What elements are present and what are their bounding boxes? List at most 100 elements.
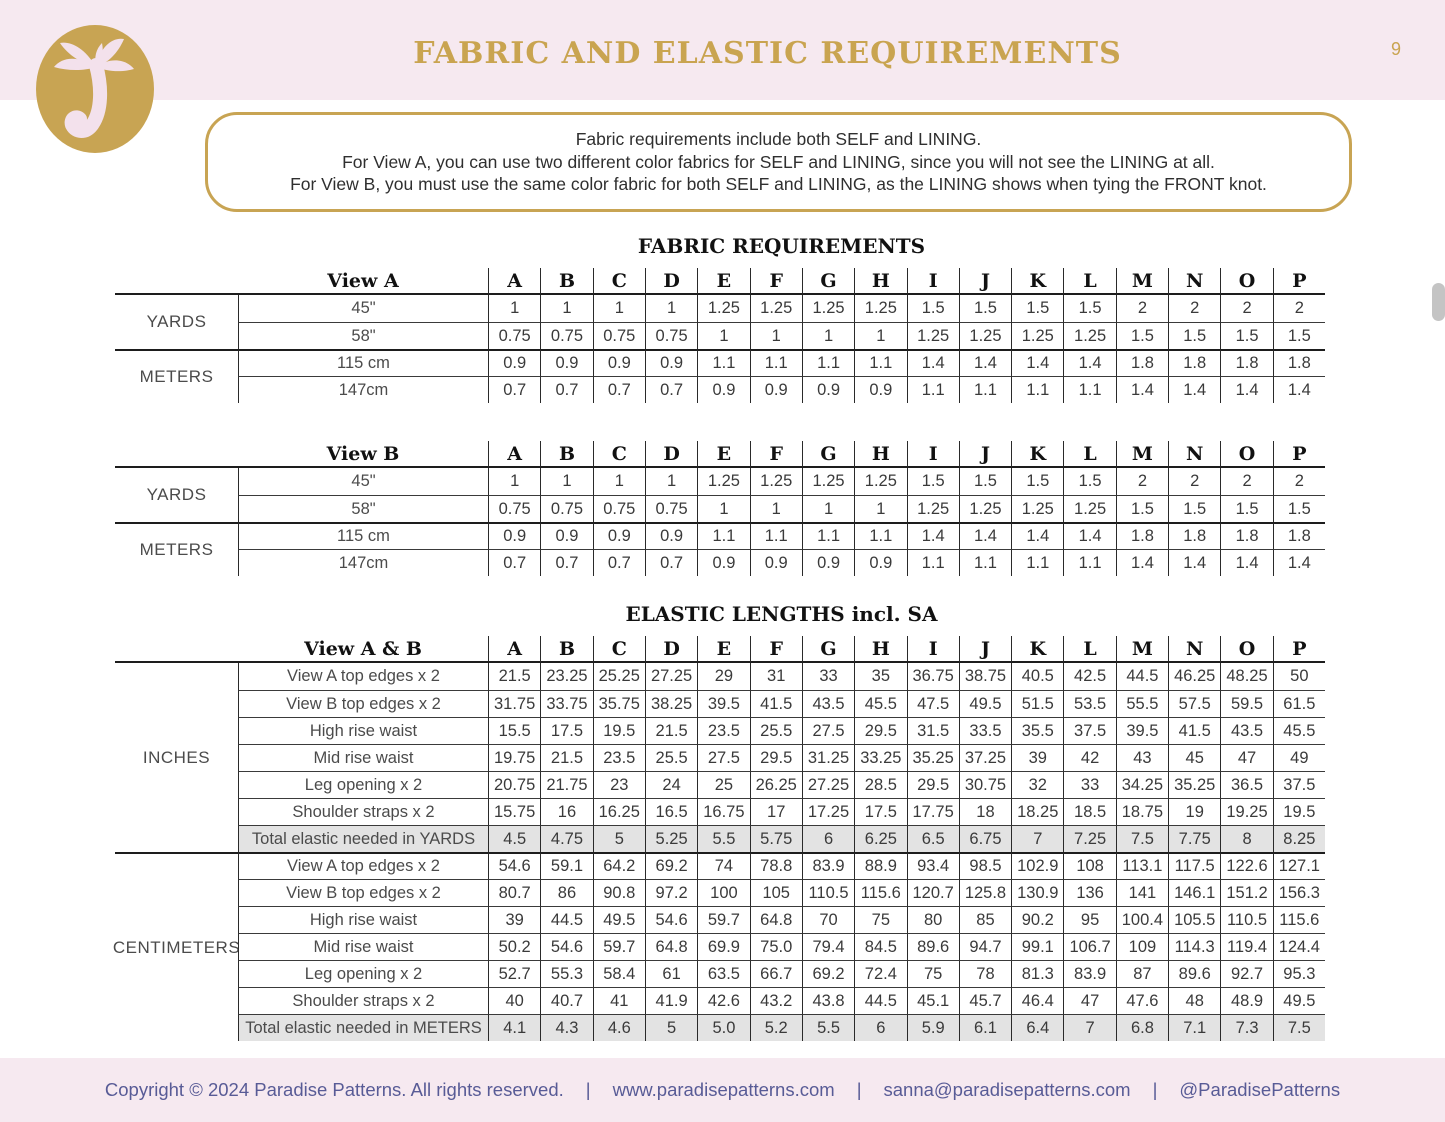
value-cell: 45.5	[854, 690, 907, 717]
value-cell: 64.2	[592, 852, 645, 879]
value-cell: 37.5	[1272, 771, 1325, 798]
size-column-header: N	[1168, 268, 1221, 295]
value-cell: 43.2	[749, 987, 802, 1014]
value-cell: 1.1	[697, 522, 750, 549]
value-cell: 5.9	[906, 1014, 959, 1041]
value-cell: 18	[958, 798, 1012, 825]
value-cell: 58.4	[592, 960, 645, 987]
value-cell: 0.9	[644, 522, 698, 549]
value-cell: 0.75	[644, 495, 698, 522]
callout-line: Fabric requirements include both SELF an…	[575, 129, 982, 150]
value-cell: 1	[801, 495, 855, 522]
value-cell: 28.5	[854, 771, 907, 798]
value-cell: 43.8	[801, 987, 855, 1014]
unit-group-label: METERS	[115, 522, 238, 576]
value-cell: 70	[801, 906, 855, 933]
value-cell: 19.5	[592, 717, 645, 744]
value-cell: 1.5	[1220, 322, 1273, 349]
value-cell: 1.4	[1063, 349, 1116, 376]
value-cell: 130.9	[1011, 879, 1064, 906]
value-cell: 1.4	[1272, 549, 1325, 576]
fabric-requirements-heading: FABRIC REQUIREMENTS	[637, 234, 926, 258]
value-cell: 1.1	[906, 549, 959, 576]
value-cell: 1	[801, 322, 855, 349]
value-cell: 1.1	[801, 349, 855, 376]
value-cell: 1.1	[958, 549, 1012, 576]
value-cell: 41	[592, 987, 645, 1014]
value-cell: 7.3	[1220, 1014, 1273, 1041]
value-cell: 16.5	[644, 798, 698, 825]
email-link[interactable]: sanna@paradisepatterns.com	[883, 1079, 1131, 1100]
row-label: 45"	[238, 468, 488, 495]
value-cell: 33.75	[540, 690, 593, 717]
table-corner	[115, 441, 238, 468]
value-cell: 0.7	[488, 549, 541, 576]
value-cell: 90.2	[1011, 906, 1064, 933]
value-cell: 0.9	[592, 522, 645, 549]
size-column-header: P	[1272, 636, 1325, 663]
value-cell: 47	[1220, 744, 1273, 771]
size-column-header: G	[801, 636, 855, 663]
value-cell: 1.5	[1115, 495, 1169, 522]
value-cell: 48.25	[1220, 663, 1272, 690]
value-cell: 1.5	[1220, 495, 1273, 522]
value-cell: 48.9	[1220, 987, 1273, 1014]
value-cell: 52.7	[488, 960, 541, 987]
value-cell: 1	[644, 295, 697, 322]
row-label: Mid rise waist	[238, 933, 488, 960]
value-cell: 0.7	[488, 376, 541, 403]
value-cell: 1.1	[1011, 549, 1064, 576]
scrollbar-thumb[interactable]	[1432, 283, 1445, 321]
value-cell: 5	[592, 825, 645, 852]
footer-separator: |	[585, 1079, 591, 1100]
value-cell: 17	[749, 798, 802, 825]
footer-separator: |	[1152, 1079, 1158, 1100]
row-label: Shoulder straps x 2	[238, 987, 488, 1014]
value-cell: 1.25	[697, 468, 749, 495]
value-cell: 66.7	[749, 960, 802, 987]
value-cell: 0.9	[488, 349, 541, 376]
unit-group-label: INCHES	[142, 747, 211, 767]
value-cell: 20.75	[488, 771, 541, 798]
size-column-header: A	[488, 636, 541, 663]
size-column-header: A	[488, 441, 541, 468]
value-cell: 1	[488, 468, 540, 495]
value-cell: 57.5	[1168, 690, 1221, 717]
size-column-header: L	[1063, 268, 1116, 295]
value-cell: 1.25	[749, 468, 802, 495]
value-cell: 50.2	[488, 933, 541, 960]
website-link[interactable]: www.paradisepatterns.com	[612, 1079, 835, 1100]
value-cell: 1	[540, 468, 592, 495]
value-cell: 29.5	[749, 744, 802, 771]
social-handle-link[interactable]: @ParadisePatterns	[1179, 1079, 1341, 1100]
value-cell: 21.5	[488, 663, 540, 690]
value-cell: 5.5	[801, 1014, 855, 1041]
value-cell: 1.8	[1168, 522, 1221, 549]
value-cell: 1.4	[1115, 376, 1169, 403]
value-cell: 47.5	[906, 690, 959, 717]
value-cell: 1.25	[906, 322, 959, 349]
value-cell: 1.25	[958, 322, 1012, 349]
value-cell: 39.5	[1115, 717, 1169, 744]
value-cell: 23.5	[697, 717, 750, 744]
size-column-header: A	[488, 268, 541, 295]
size-column-header: D	[644, 441, 698, 468]
size-column-header: N	[1168, 636, 1221, 663]
value-cell: 30.75	[958, 771, 1012, 798]
size-column-header: B	[540, 441, 593, 468]
row-label: 147cm	[238, 549, 488, 576]
value-cell: 6.5	[906, 825, 959, 852]
value-cell: 2	[1168, 468, 1220, 495]
value-cell: 0.75	[644, 322, 698, 349]
value-cell: 0.9	[592, 349, 645, 376]
unit-group-label: METERS	[115, 349, 238, 403]
value-cell: 48	[1168, 987, 1221, 1014]
value-cell: 42	[1063, 744, 1116, 771]
value-cell: 89.6	[906, 933, 959, 960]
value-cell: 89.6	[1168, 960, 1221, 987]
value-cell: 16.25	[592, 798, 645, 825]
value-cell: 43.5	[1220, 717, 1273, 744]
value-cell: 88.9	[854, 852, 907, 879]
value-cell: 0.75	[540, 322, 593, 349]
size-column-header: C	[592, 636, 645, 663]
